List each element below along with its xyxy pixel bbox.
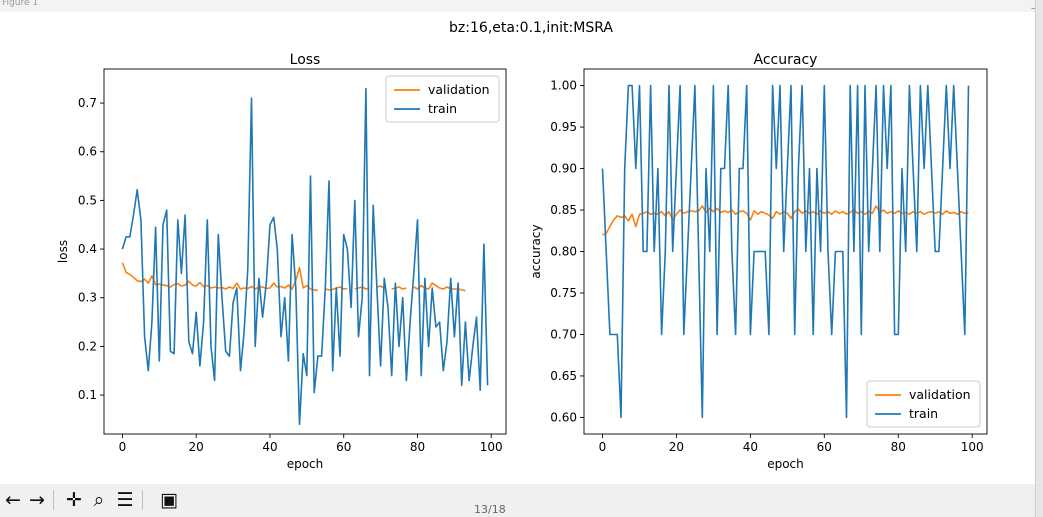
loss-axes-frame [103, 68, 507, 435]
loss-y-tick-label: 0.2 [78, 339, 97, 353]
pan-button[interactable]: ✛ [63, 488, 85, 512]
zoom-button[interactable]: ⌕ [88, 488, 110, 512]
accuracy-legend: validation train [866, 380, 981, 428]
accuracy-y-tick-label: 1.00 [550, 79, 577, 93]
loss-x-tick-label: 0 [119, 440, 127, 454]
loss-chart-title: Loss [290, 52, 321, 68]
accuracy-y-axis-label: accuracy [529, 224, 543, 278]
loss-train-line [121, 87, 489, 426]
loss-y-tick-label: 0.7 [78, 96, 97, 110]
accuracy-legend-label-validation: validation [909, 387, 971, 402]
accuracy-x-tick-label: 100 [961, 440, 984, 454]
back-arrow-icon: ← [5, 489, 21, 511]
loss-legend-label-validation: validation [428, 82, 490, 97]
accuracy-x-tick-label: 60 [817, 440, 832, 454]
loss-axes: Loss 0 20 40 60 80 100 0.1 0.2 0.3 0.4 0.5 0.6 0.7 epo… [56, 52, 507, 471]
loss-x-tick-label: 20 [189, 440, 204, 454]
window-right-edge [1035, 0, 1043, 517]
save-button[interactable]: ▣ [158, 488, 180, 512]
loss-y-tick-label: 0.5 [78, 193, 97, 207]
page-indicator: 13/18 [474, 503, 506, 516]
loss-x-tick-label: 40 [262, 440, 277, 454]
accuracy-x-tick-label: 0 [599, 440, 607, 454]
accuracy-x-tick-label: 40 [743, 440, 758, 454]
loss-x-tick-label: 100 [480, 440, 503, 454]
accuracy-axes: Accuracy 0 20 40 60 80 100 0.60 0.65 0.70 0.75 0.80… [529, 52, 988, 471]
loss-x-axis-label: epoch [287, 457, 324, 471]
accuracy-x-tick-label: 80 [891, 440, 906, 454]
window-title-strip: Figure 1 _ [0, 0, 1043, 12]
subplots-configure-icon: ☰ [116, 489, 134, 511]
loss-x-tick-label: 80 [410, 440, 425, 454]
minimize-icon[interactable]: _ [1032, 0, 1038, 9]
loss-y-tick-label: 0.6 [78, 145, 97, 159]
toolbar-separator [53, 490, 54, 510]
accuracy-legend-box [866, 380, 981, 428]
accuracy-y-tick-label: 0.65 [550, 369, 577, 383]
accuracy-y-tick-label: 0.75 [550, 286, 577, 300]
matplotlib-toolbar: ← → ✛ ⌕ ☰ ▣ [0, 484, 1035, 517]
configure-subplots-button[interactable]: ☰ [114, 488, 136, 512]
loss-y-tick-label: 0.4 [78, 242, 97, 256]
loss-x-tick-label: 60 [336, 440, 351, 454]
window-title: Figure 1 [2, 0, 39, 8]
figure-suptitle: bz:16,eta:0.1,init:MSRA [449, 20, 613, 36]
accuracy-x-tick-label: 20 [669, 440, 684, 454]
loss-y-tick-label: 0.3 [78, 291, 97, 305]
accuracy-chart-title: Accuracy [754, 52, 818, 68]
accuracy-legend-label-train: train [909, 406, 938, 421]
save-icon: ▣ [160, 489, 178, 511]
pan-icon: ✛ [66, 489, 82, 511]
accuracy-train-line [601, 84, 970, 419]
zoom-magnifier-icon: ⌕ [93, 489, 105, 511]
accuracy-y-tick-label: 0.95 [550, 120, 577, 134]
accuracy-y-tick-label: 0.70 [550, 327, 577, 341]
accuracy-y-tick-label: 0.85 [550, 203, 577, 217]
figure-canvas: bz:16,eta:0.1,init:MSRA Loss 0 20 40 60 80 100… [0, 12, 1035, 484]
loss-legend-box [385, 75, 500, 123]
forward-button[interactable]: → [26, 488, 48, 512]
accuracy-x-axis-label: epoch [767, 457, 804, 471]
loss-y-tick-label: 0.1 [78, 388, 97, 402]
toolbar-separator [142, 490, 143, 510]
loss-legend: validation train [385, 75, 500, 123]
accuracy-y-tick-label: 0.60 [550, 410, 577, 424]
accuracy-y-tick-label: 0.80 [550, 245, 577, 259]
accuracy-y-tick-label: 0.90 [550, 162, 577, 176]
loss-y-axis-label: loss [56, 240, 70, 263]
back-button[interactable]: ← [2, 488, 24, 512]
loss-legend-label-train: train [428, 101, 457, 116]
figure-svg: bz:16,eta:0.1,init:MSRA Loss 0 20 40 60 80 100… [56, 20, 988, 471]
forward-arrow-icon: → [29, 489, 45, 511]
